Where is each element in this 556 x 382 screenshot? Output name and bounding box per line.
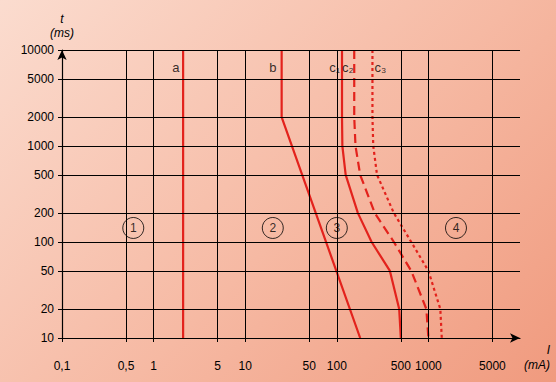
svg-text:500: 500 (391, 359, 411, 373)
svg-text:5000: 5000 (27, 72, 54, 86)
svg-text:5000: 5000 (479, 359, 506, 373)
svg-text:(ms): (ms) (50, 26, 74, 40)
svg-text:20: 20 (41, 302, 55, 316)
svg-text:I: I (547, 343, 551, 357)
svg-text:2: 2 (269, 221, 276, 235)
svg-text:5: 5 (214, 359, 221, 373)
svg-text:200: 200 (34, 206, 54, 220)
svg-text:3: 3 (333, 221, 340, 235)
svg-text:4: 4 (453, 221, 460, 235)
svg-text:1: 1 (150, 359, 157, 373)
svg-text:100: 100 (34, 235, 54, 249)
svg-text:t: t (60, 12, 64, 26)
svg-text:(mA): (mA) (524, 358, 550, 372)
svg-text:10000: 10000 (21, 43, 55, 57)
svg-text:50: 50 (41, 264, 55, 278)
svg-text:50: 50 (303, 359, 317, 373)
svg-text:1000: 1000 (27, 139, 54, 153)
svg-text:100: 100 (327, 359, 347, 373)
svg-text:c₃: c₃ (375, 60, 387, 75)
svg-text:0,5: 0,5 (118, 359, 135, 373)
svg-text:c₂: c₂ (342, 60, 354, 75)
svg-text:10: 10 (239, 359, 253, 373)
svg-text:1: 1 (130, 221, 137, 235)
svg-text:b: b (269, 60, 276, 75)
svg-text:1000: 1000 (415, 359, 442, 373)
svg-text:c₁: c₁ (329, 60, 341, 75)
svg-text:2000: 2000 (27, 110, 54, 124)
svg-text:10: 10 (41, 331, 55, 345)
svg-text:500: 500 (34, 168, 54, 182)
svg-text:a: a (172, 60, 180, 75)
svg-text:0,1: 0,1 (54, 359, 71, 373)
